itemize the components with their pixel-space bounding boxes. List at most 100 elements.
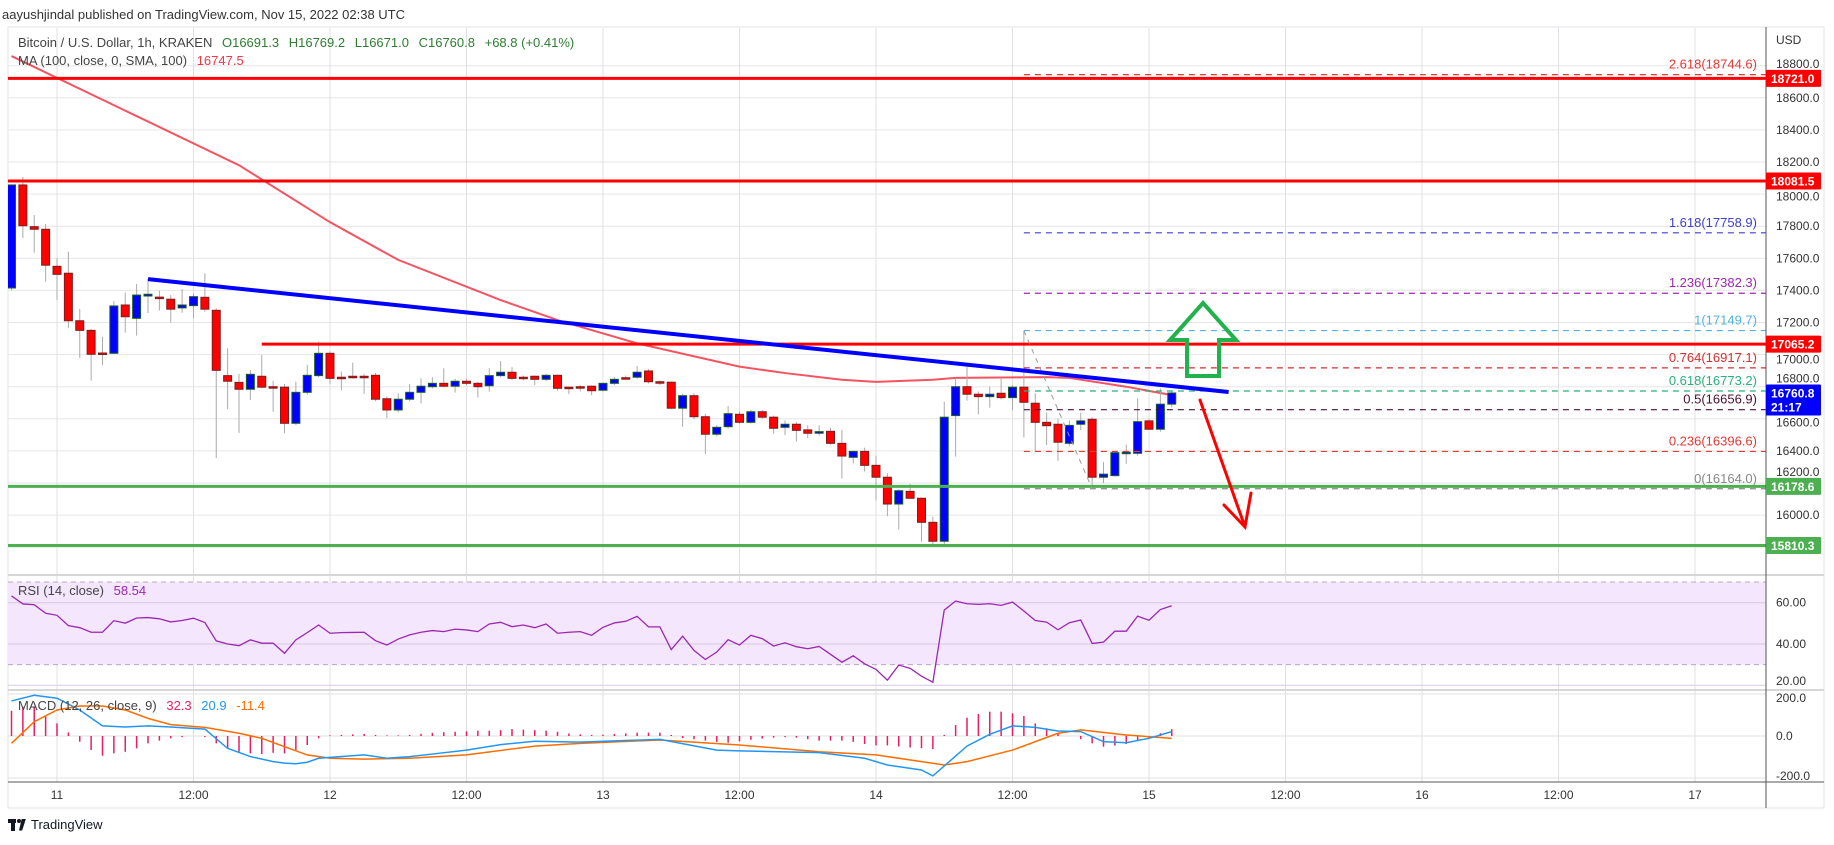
chart-frame	[7, 26, 1825, 809]
candle-down	[257, 375, 267, 388]
rsi-line	[11, 595, 1172, 684]
price-tick-label: 17600.0	[1776, 251, 1820, 265]
candle-up	[1121, 451, 1131, 455]
candle-up	[302, 374, 312, 393]
macd-pane	[8, 693, 1766, 779]
candle-down	[41, 228, 51, 266]
tradingview-logo[interactable]: TradingView	[8, 817, 103, 832]
candle-up	[143, 293, 153, 297]
candle-down	[86, 329, 96, 355]
rsi-label[interactable]: RSI (14, close)	[18, 583, 104, 598]
macd-tick-label: 200.0	[1776, 691, 1806, 705]
candle-down	[439, 382, 449, 387]
candle-up	[416, 385, 426, 393]
rsi-legend: RSI (14, close) 58.54	[18, 583, 152, 598]
fib-level-label: 0.764(16917.1)	[1669, 350, 1757, 365]
candle-up	[450, 380, 460, 387]
candle-up	[314, 352, 324, 377]
candle-down	[803, 429, 813, 434]
candle-up	[951, 386, 961, 417]
time-tick-label: 12:00	[1543, 788, 1573, 802]
candle-up	[609, 378, 619, 384]
price-tick-label: 17800.0	[1776, 219, 1820, 233]
legend-change: +68.8 (+0.41%)	[484, 35, 575, 50]
candle-down	[644, 370, 653, 383]
candle-down	[928, 521, 938, 542]
candle-down	[564, 386, 574, 390]
candle-down	[882, 476, 892, 505]
sma-line	[11, 55, 1172, 397]
candle-up	[1133, 421, 1143, 454]
candle-up	[427, 382, 437, 388]
macd-value: 20.9	[201, 698, 227, 713]
candle-down	[98, 352, 107, 355]
candle-down	[154, 296, 164, 300]
support-price-tag-value: 15810.3	[1771, 539, 1815, 553]
candle-up	[1099, 473, 1108, 478]
fib-level-label: 1.236(17382.3)	[1669, 275, 1757, 290]
candle-down	[1053, 423, 1063, 443]
candle-up	[291, 391, 301, 424]
candle-down	[52, 265, 62, 275]
candle-down	[1087, 418, 1097, 478]
time-tick-label: 14	[869, 788, 883, 802]
candle-up	[632, 371, 642, 378]
candle-up	[496, 371, 506, 377]
candle-down	[507, 371, 517, 379]
candle-down	[200, 296, 210, 310]
candle-down	[905, 490, 915, 499]
macd-hist-value: 32.3	[166, 698, 192, 713]
candle-down	[1019, 386, 1029, 403]
candle-up	[780, 423, 790, 428]
descending-trendline	[147, 277, 1229, 394]
macd-line	[11, 694, 1172, 777]
candle-down	[575, 386, 585, 389]
candle-down	[325, 352, 335, 379]
legend-low: L16671.0	[354, 35, 409, 50]
ma-label[interactable]: MA (100, close, 0, SMA, 100)	[18, 53, 188, 68]
rsi-tick-label: 60.00	[1776, 596, 1806, 610]
candle-down	[223, 375, 233, 382]
resistance-price-tag	[1766, 172, 1821, 190]
price-tick-label: 16200.0	[1776, 465, 1820, 479]
price-tick-label: 18600.0	[1776, 91, 1820, 105]
candle-down	[1042, 421, 1052, 427]
price-tick-label: 16000.0	[1776, 508, 1820, 522]
price-pane: 2.618(18744.6) 1.618(17758.9) 1.236(17382.…	[8, 55, 1766, 548]
price-tick-label: 18800.0	[1776, 57, 1820, 71]
price-tick-label: 16800.0	[1776, 371, 1820, 385]
candle-up	[1155, 403, 1165, 430]
candle-up	[1008, 386, 1017, 399]
price-tags: 18721.0 18081.5 17065.2 16178.6 15810.3 16760…	[1766, 69, 1821, 555]
candle-up	[712, 426, 722, 435]
time-tick-label: 12	[323, 788, 337, 802]
candle-down	[280, 386, 289, 424]
candle-down	[871, 464, 881, 478]
time-tick-label: 12:00	[451, 788, 481, 802]
currency-label: USD	[1776, 33, 1802, 47]
candle-down	[1144, 420, 1154, 430]
candle-down	[63, 272, 73, 322]
rsi-tick-label: 40.00	[1776, 637, 1806, 651]
candle-up	[405, 391, 415, 400]
time-tick-label: 12:00	[997, 788, 1027, 802]
legend-high: H16769.2	[288, 35, 346, 50]
time-tick-label: 12:00	[178, 788, 208, 802]
rsi-value: 58.54	[113, 583, 147, 598]
ma-legend: MA (100, close, 0, SMA, 100) 16747.5	[18, 53, 250, 68]
candle-down	[268, 386, 278, 389]
price-tick-label: 18000.0	[1776, 190, 1820, 204]
fib-level-label: 1.618(17758.9)	[1669, 215, 1757, 230]
time-tick-label: 15	[1142, 788, 1156, 802]
support-price-tag	[1766, 537, 1821, 555]
time-tick-label: 11	[51, 788, 64, 802]
candle-down	[473, 382, 483, 388]
macd-label[interactable]: MACD (12, 26, close, 9)	[18, 698, 157, 713]
candle-up	[8, 184, 16, 289]
candle-down	[826, 430, 835, 444]
tradingview-brand: TradingView	[31, 817, 103, 832]
candle-up	[814, 431, 824, 434]
candle-down	[791, 423, 801, 431]
symbol-title[interactable]: Bitcoin / U.S. Dollar, 1h, KRAKEN	[18, 35, 213, 50]
